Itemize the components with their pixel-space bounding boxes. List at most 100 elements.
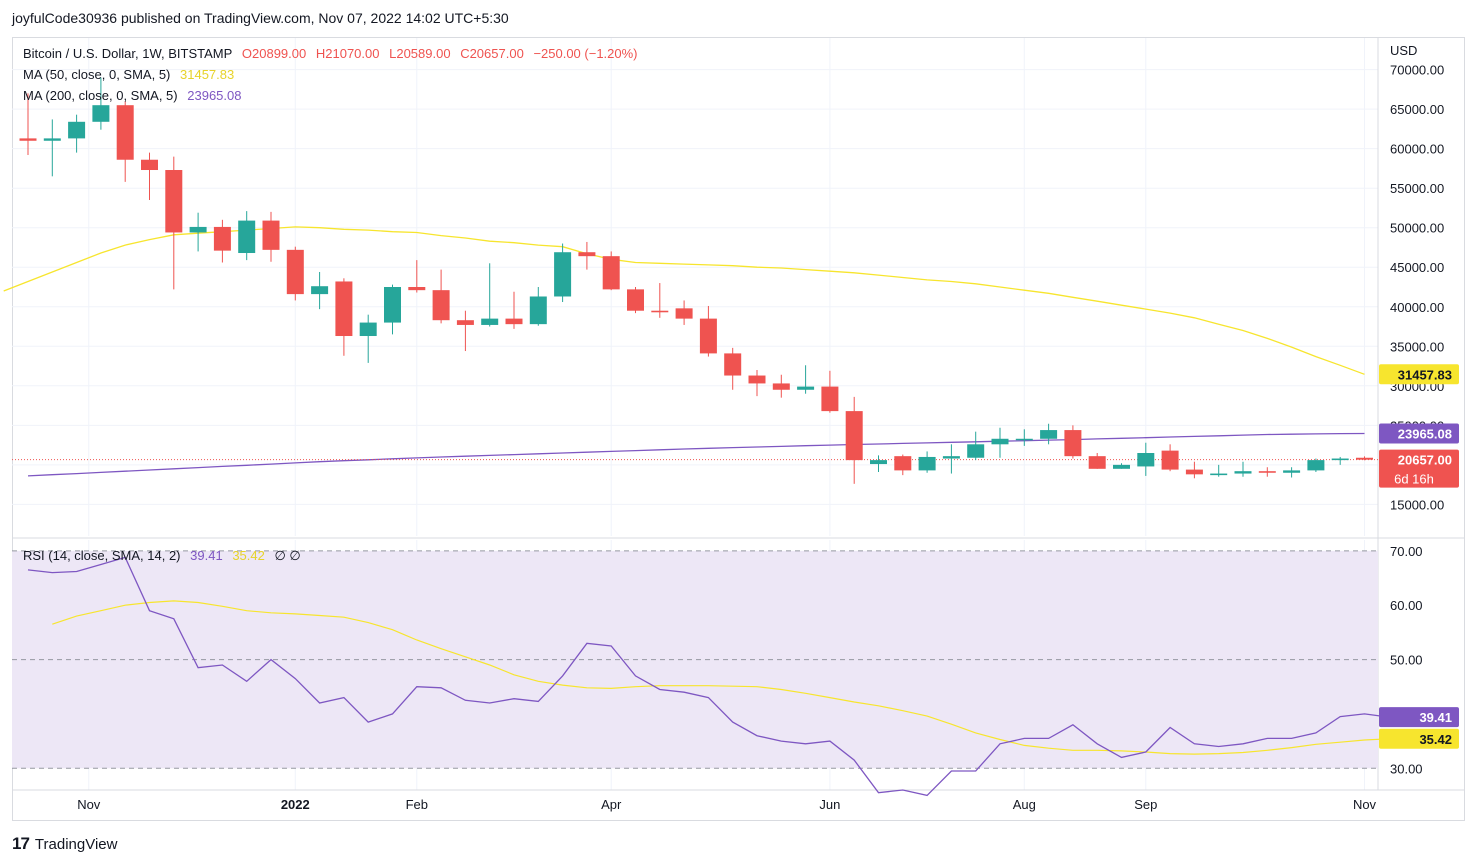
candle-body [311,286,329,295]
ma200-value: 23965.08 [187,88,242,103]
time-tick-label: Feb [406,797,428,812]
candle-body [189,226,207,233]
rsi-ma-line [52,600,1389,755]
ma50-label[interactable]: MA (50, close, 0, SMA, 5) [23,67,171,82]
ma50-value: 31457.83 [180,67,235,82]
ma200-line [27,432,1365,477]
time-tick-label: Apr [601,797,622,812]
footer-brand[interactable]: TradingView [34,835,118,853]
ohlc-open: O20899.00 [241,46,307,61]
time-tick-label: Nov [1353,797,1377,812]
candle-body [554,252,572,297]
ma50-line-group [3,226,1378,461]
candle-body [238,220,256,254]
symbol-title[interactable]: Bitcoin / U.S. Dollar, 1W, BITSTAMP [23,46,233,61]
candle-body [1137,453,1155,467]
ma200-line-group [27,432,1365,477]
candles [19,77,1373,484]
candle-body [1331,458,1349,461]
ma200-legend: MA (200, close, 0, SMA, 5) 23965.08 [23,88,247,103]
rsi-ma-badge-bg [1379,728,1459,749]
candle-body [602,256,620,290]
candle-body [19,138,37,141]
candle-body [724,353,742,376]
rsi-badge-bg [1379,707,1459,728]
price-badge-bg [1379,449,1459,488]
candle-body [1185,469,1203,475]
ohlc-high: H21070.00 [315,46,380,61]
price-tick-label: 40000.00 [1390,300,1444,315]
candle-body [432,290,450,321]
ohlc-low: L20589.00 [389,46,451,61]
candle-body [651,310,669,313]
price-tick-label: 60000.00 [1390,142,1444,157]
ma200-badge-bg [1379,423,1459,444]
rsi-value: 39.41 [190,548,223,563]
footer: 17 TradingView [12,834,117,854]
candle-body [1283,470,1301,473]
candle-body [1040,430,1058,439]
tradingview-logo-icon[interactable]: 17 [12,834,30,853]
candle-body [675,308,693,319]
price-tick-label: 45000.00 [1390,260,1444,275]
rsi-ma-value: 35.42 [232,548,265,563]
candle-body [821,386,839,412]
candle-body [967,444,985,458]
chart-frame [12,37,1465,821]
candle-body [68,121,86,139]
currency-label: USD [1390,43,1417,58]
ohlc-change: −250.00 (−1.20%) [533,46,638,61]
candle-body [1210,473,1228,476]
candle-body [918,456,936,471]
rsi-tick-label: 30.00 [1390,761,1423,776]
candle-body [1113,464,1130,469]
candle-body [262,220,280,250]
candle-body [1064,430,1082,457]
candle-body [384,287,401,323]
candle-body [845,411,863,461]
rsi-ma-badge: 35.42 [1419,732,1452,747]
candle-body [1161,450,1179,470]
rsi-tick-label: 70.00 [1390,544,1423,559]
candle-body [748,375,766,384]
rsi-lines [27,556,1389,797]
axes: USD 70000.00 65000.00 60000.00 55000.00 50000… [77,43,1459,812]
candle-body [92,105,110,122]
candle-body [797,386,815,390]
rsi-legend: RSI (14, close, SMA, 14, 2) 39.41 35.42 … [23,548,307,564]
candle-body [699,318,717,354]
candle-body [141,159,158,171]
candle-body [505,318,523,325]
candle-body [1234,471,1252,474]
ma50-legend: MA (50, close, 0, SMA, 5) 31457.83 [23,67,240,82]
time-tick-label: Jun [819,797,840,812]
candle-body [942,456,960,459]
candle-body [408,287,426,291]
time-tick-label: Sep [1134,797,1157,812]
candle-body [1088,456,1106,469]
time-tick-label: Aug [1013,797,1036,812]
candle-body [894,456,912,471]
price-tick-label: 35000.00 [1390,339,1444,354]
symbol-legend: Bitcoin / U.S. Dollar, 1W, BITSTAMP O208… [23,46,644,61]
candle-body [335,281,353,337]
rsi-line [27,556,1389,797]
candle-body [1307,460,1325,471]
rsi-extra: ∅ ∅ [274,548,301,563]
candle-body [1258,471,1276,473]
ma200-label[interactable]: MA (200, close, 0, SMA, 5) [23,88,178,103]
candle-body [1015,438,1033,441]
time-tick-label: 2022 [281,797,310,812]
candle-body [481,318,499,325]
candle-body [359,322,377,337]
candle-body [1356,457,1373,460]
time-tick-label: Nov [77,797,101,812]
countdown-badge: 6d 16h [1394,472,1434,487]
rsi-label[interactable]: RSI (14, close, SMA, 14, 2) [23,548,181,563]
price-badge: 20657.00 [1398,453,1452,468]
price-tick-label: 50000.00 [1390,221,1444,236]
ma50-badge-bg [1379,364,1459,385]
price-tick-label: 15000.00 [1390,497,1444,512]
rsi-tick-label: 50.00 [1390,653,1423,668]
